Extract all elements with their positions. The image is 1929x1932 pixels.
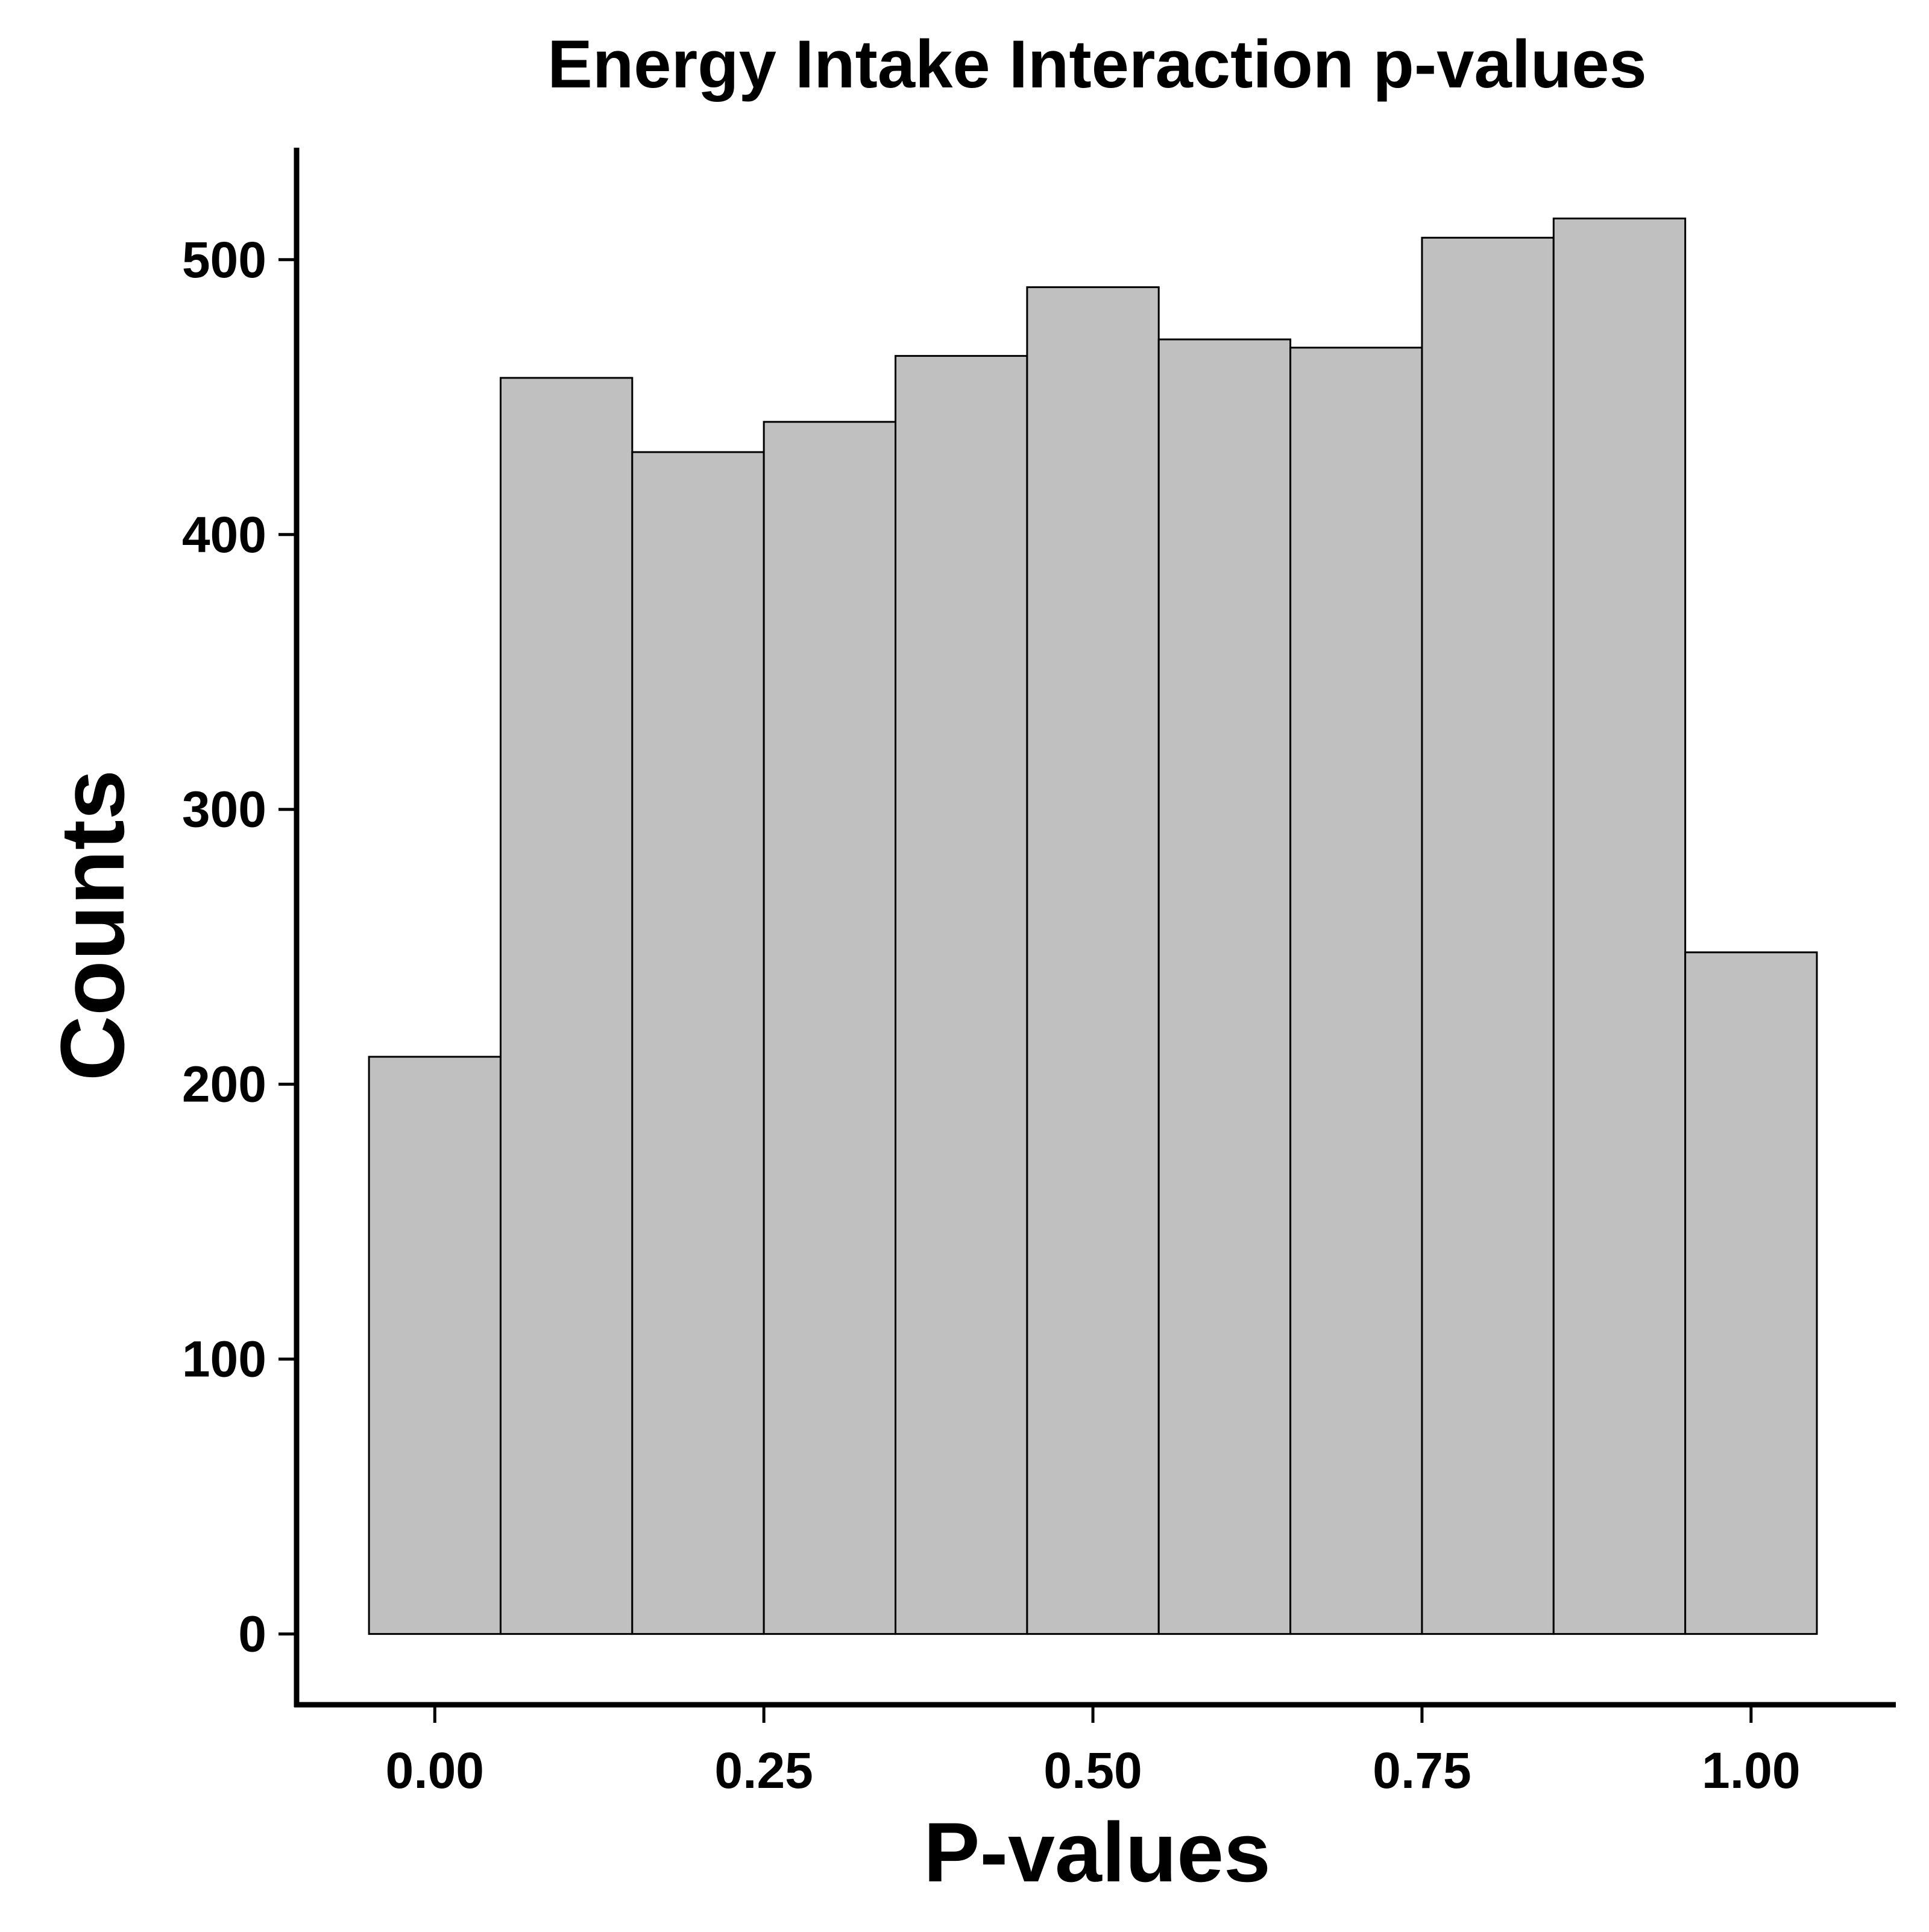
axes-layer xyxy=(294,148,1896,1708)
y-tick-label: 100 xyxy=(182,1331,266,1388)
y-tick-label: 400 xyxy=(182,506,266,563)
y-tick-label: 200 xyxy=(182,1056,266,1113)
y-axis-title: Counts xyxy=(42,770,143,1081)
histogram-bar xyxy=(499,377,634,1635)
histogram-bar xyxy=(631,451,765,1635)
x-axis-title: P-values xyxy=(924,1805,1271,1899)
ticks-layer: 0 100 200 300 400 500 0.00 0.25 0.50 0.75 1.00 xyxy=(182,231,1801,1799)
x-tick-label: 0.50 xyxy=(1043,1742,1142,1799)
y-tick-label: 300 xyxy=(182,781,266,838)
chart-title: Energy Intake Interaction p-values xyxy=(547,27,1647,102)
x-tick-label: 0.25 xyxy=(714,1742,813,1799)
x-tick-label: 0.00 xyxy=(386,1742,485,1799)
x-tick-label: 0.75 xyxy=(1373,1742,1471,1799)
y-tick-label: 500 xyxy=(182,231,266,288)
histogram-bar xyxy=(368,1056,502,1635)
histogram-bar xyxy=(1552,217,1687,1635)
histogram-bar xyxy=(1157,338,1292,1635)
histogram-bar xyxy=(1421,236,1555,1635)
histogram-bar xyxy=(1684,951,1818,1635)
y-tick-label: 0 xyxy=(238,1606,266,1663)
x-tick-label: 1.00 xyxy=(1702,1742,1801,1799)
histogram-bar xyxy=(763,421,897,1635)
histogram-bar xyxy=(895,354,1028,1635)
histogram-bar xyxy=(1026,286,1160,1635)
bars-layer xyxy=(368,217,1818,1635)
histogram-bar xyxy=(1289,347,1423,1635)
